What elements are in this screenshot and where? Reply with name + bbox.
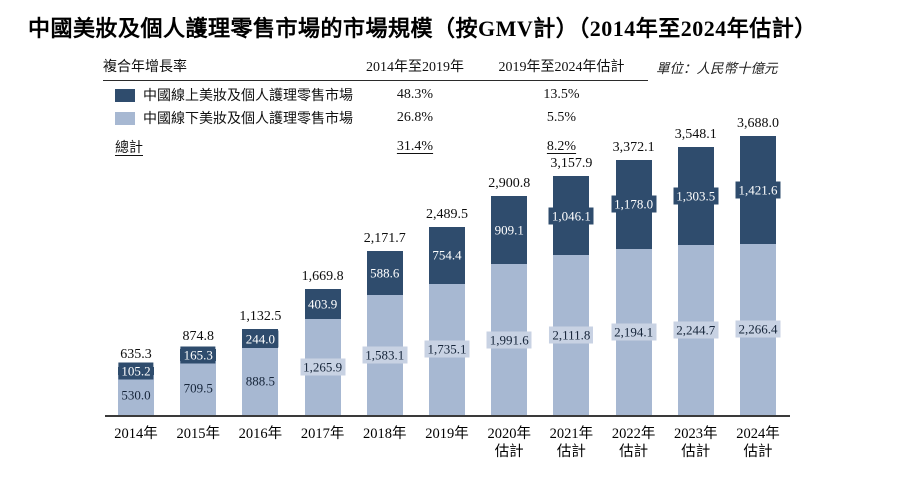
total-value-label-2022: 3,372.1 bbox=[612, 139, 655, 155]
total-value-label-2020: 2,900.8 bbox=[488, 175, 531, 191]
online-value-label-2022: 1,178.0 bbox=[611, 195, 657, 213]
x-axis-label-2022: 2022年估計 bbox=[599, 425, 669, 461]
x-axis-estimate-suffix: 估計 bbox=[619, 444, 649, 460]
offline-value-label-2021: 2,111.8 bbox=[549, 326, 594, 344]
offline-value-label-2019: 1,735.1 bbox=[424, 340, 470, 358]
online-cagr-2019-2024: 13.5% bbox=[543, 87, 580, 102]
x-axis-label-2014: 2014年 bbox=[101, 425, 171, 443]
offline-value-label-2014: 530.0 bbox=[121, 387, 151, 403]
cagr-header-period-2: 2019年至2024年估計 bbox=[498, 60, 625, 75]
offline-value-label-2015: 709.5 bbox=[183, 380, 213, 396]
total-value-label-2016: 1,132.5 bbox=[239, 309, 282, 325]
x-axis-year: 2014年 bbox=[114, 426, 158, 442]
x-axis-estimate-suffix: 估計 bbox=[494, 444, 524, 460]
total-value-label-2018: 2,171.7 bbox=[363, 230, 406, 246]
x-axis-line bbox=[105, 415, 790, 417]
total-value-label-2019: 2,489.5 bbox=[426, 206, 468, 222]
legend-row-total: 總計 31.4% 8.2% bbox=[103, 128, 648, 157]
x-axis-year: 2017年 bbox=[300, 426, 345, 442]
cagr-header-title: 複合年增長率 bbox=[103, 60, 187, 75]
online-value-label-2017: 403.9 bbox=[304, 295, 341, 313]
total-row-label: 總計 bbox=[115, 141, 143, 156]
online-legend-label: 中國線上美妝及個人護理零售市場 bbox=[143, 89, 353, 104]
x-axis-year: 2020年 bbox=[487, 426, 531, 442]
x-axis-year: 2022年 bbox=[611, 426, 656, 442]
offline-bar-segment-2014 bbox=[118, 374, 154, 415]
online-cagr-2014-2019: 48.3% bbox=[396, 87, 434, 102]
online-value-label-2014: 105.2 bbox=[118, 362, 154, 380]
online-value-label-2024: 1,421.6 bbox=[735, 181, 781, 199]
offline-value-label-2018: 1,583.1 bbox=[362, 346, 408, 364]
offline-value-label-2017: 1,265.9 bbox=[300, 358, 346, 376]
x-axis-year: 2019年 bbox=[425, 426, 469, 442]
offline-value-label-2023: 2,244.7 bbox=[673, 321, 719, 339]
total-cagr-2019-2024: 8.2% bbox=[546, 139, 577, 154]
x-axis-label-2024: 2024年估計 bbox=[723, 425, 793, 461]
online-value-label-2021: 1,046.1 bbox=[548, 207, 594, 225]
total-value-label-2017: 1,669.8 bbox=[301, 268, 344, 284]
x-axis-label-2021: 2021年估計 bbox=[536, 425, 606, 461]
unit-label: 單位：人民幣十億元 bbox=[656, 61, 778, 76]
online-value-label-2018: 588.6 bbox=[367, 264, 403, 282]
online-value-label-2020: 909.1 bbox=[491, 221, 527, 239]
x-axis-year: 2024年 bbox=[736, 426, 780, 442]
cagr-header-period-1: 2014年至2019年 bbox=[366, 60, 464, 75]
x-axis-year: 2015年 bbox=[176, 426, 220, 442]
offline-bar-segment-2015 bbox=[180, 361, 217, 415]
x-axis-estimate-suffix: 估計 bbox=[743, 444, 773, 460]
cagr-legend-table: 複合年增長率 2014年至2019年 2019年至2024年估計 中國線上美妝及… bbox=[103, 56, 648, 157]
x-axis-label-2017: 2017年 bbox=[288, 425, 358, 443]
x-axis-year: 2021年 bbox=[549, 426, 594, 442]
x-axis-year: 2016年 bbox=[238, 426, 283, 442]
x-axis-estimate-suffix: 估計 bbox=[556, 444, 586, 460]
offline-legend-swatch bbox=[115, 111, 135, 125]
online-legend-swatch bbox=[115, 88, 135, 102]
x-axis-label-2019: 2019年 bbox=[412, 425, 482, 443]
offline-value-label-2024: 2,266.4 bbox=[735, 320, 781, 338]
total-value-label-2014: 635.3 bbox=[120, 346, 152, 362]
x-axis-label-2016: 2016年 bbox=[225, 425, 295, 443]
x-axis-year: 2018年 bbox=[363, 426, 407, 442]
offline-legend-label: 中國線下美妝及個人護理零售市場 bbox=[143, 112, 353, 127]
page-title: 中國美妝及個人護理零售市場的市場規模（按GMV計）（2014年至2024年估計） bbox=[28, 16, 817, 41]
legend-row-offline: 中國線下美妝及個人護理零售市場 26.8% 5.5% bbox=[103, 105, 648, 128]
x-axis-label-2023: 2023年估計 bbox=[661, 425, 731, 461]
x-axis-label-2020: 2020年估計 bbox=[474, 425, 544, 461]
online-value-label-2023: 1,303.5 bbox=[673, 187, 719, 205]
cagr-header-row: 複合年增長率 2014年至2019年 2019年至2024年估計 bbox=[103, 56, 648, 81]
offline-cagr-2014-2019: 26.8% bbox=[396, 110, 434, 125]
online-value-label-2016: 244.0 bbox=[242, 330, 279, 348]
offline-value-label-2022: 2,194.1 bbox=[611, 323, 657, 341]
online-value-label-2015: 165.3 bbox=[180, 346, 216, 364]
offline-value-label-2016: 888.5 bbox=[245, 373, 276, 389]
offline-value-label-2020: 1,991.6 bbox=[486, 331, 532, 349]
legend-row-online: 中國線上美妝及個人護理零售市場 48.3% 13.5% bbox=[103, 81, 648, 105]
x-axis-label-2018: 2018年 bbox=[350, 425, 420, 443]
x-axis-estimate-suffix: 估計 bbox=[681, 444, 711, 460]
x-axis-year: 2023年 bbox=[674, 426, 718, 442]
x-axis-label-2015: 2015年 bbox=[163, 425, 233, 443]
offline-cagr-2019-2024: 5.5% bbox=[546, 110, 577, 125]
total-value-label-2024: 3,688.0 bbox=[737, 116, 779, 131]
total-cagr-2014-2019: 31.4% bbox=[396, 139, 434, 154]
total-value-label-2023: 3,548.1 bbox=[674, 126, 717, 142]
offline-bar-segment-2016 bbox=[242, 347, 279, 415]
total-value-label-2015: 874.8 bbox=[182, 328, 214, 344]
total-value-label-2021: 3,157.9 bbox=[550, 156, 593, 172]
online-value-label-2019: 754.4 bbox=[429, 246, 465, 264]
